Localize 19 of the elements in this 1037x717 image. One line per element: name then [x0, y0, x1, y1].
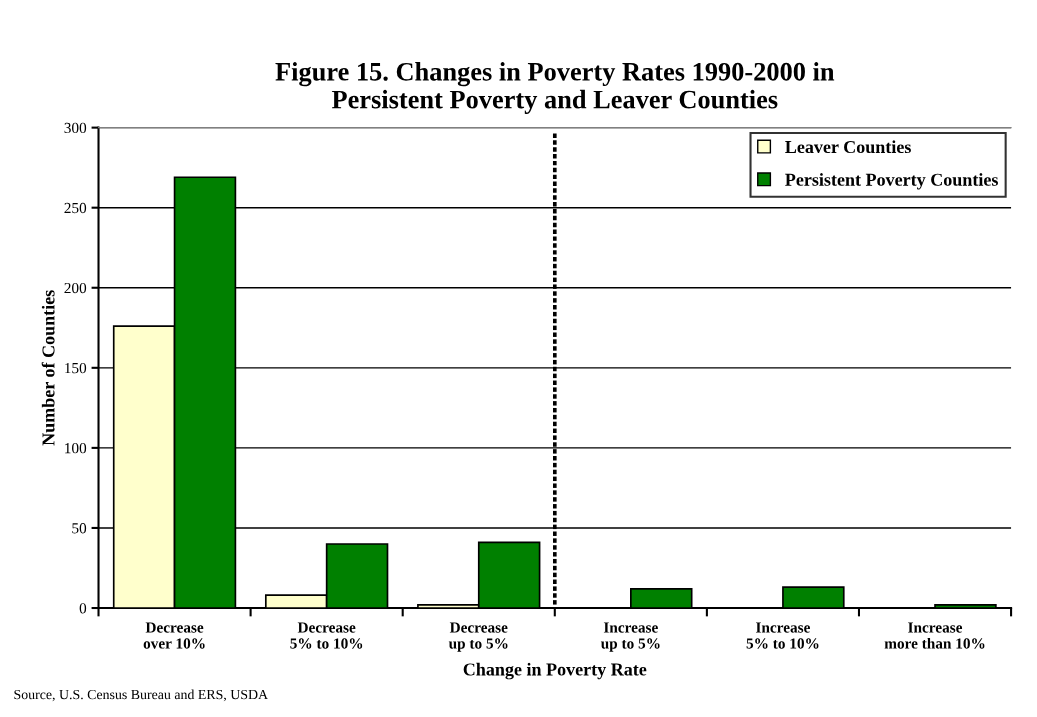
source-note: Source, U.S. Census Bureau and ERS, USDA: [14, 689, 268, 702]
y-tick-label: 0: [79, 603, 87, 614]
y-tick-label: 250: [64, 202, 87, 214]
x-tick-label: Decrease up to 5%: [448, 622, 508, 652]
y-tick-label: 150: [65, 362, 87, 374]
legend-label: Leaver Counties: [785, 140, 911, 154]
y-axis-title: Number of Counties: [41, 290, 55, 446]
x-tick-label: Decrease over 10%: [143, 622, 205, 649]
y-tick-label: 100: [65, 443, 87, 454]
y-tick-label: 50: [72, 523, 87, 534]
y-tick-label: 200: [64, 282, 87, 294]
legend-label: Persistent Poverty Counties: [785, 173, 998, 190]
x-axis-title: Change in Poverty Rate: [463, 662, 647, 680]
x-tick-label: Increase 5% to 10%: [746, 622, 819, 649]
x-tick-label: Increase up to 5%: [600, 622, 660, 652]
x-tick-label: Increase more than 10%: [884, 622, 985, 649]
x-tick-label: Decrease 5% to 10%: [290, 622, 363, 649]
y-tick-label: 300: [64, 122, 87, 134]
chart-title: Figure 15. Changes in Poverty Rates 1990-2000 in Persistent Poverty and Leaver Counties: [275, 62, 835, 114]
